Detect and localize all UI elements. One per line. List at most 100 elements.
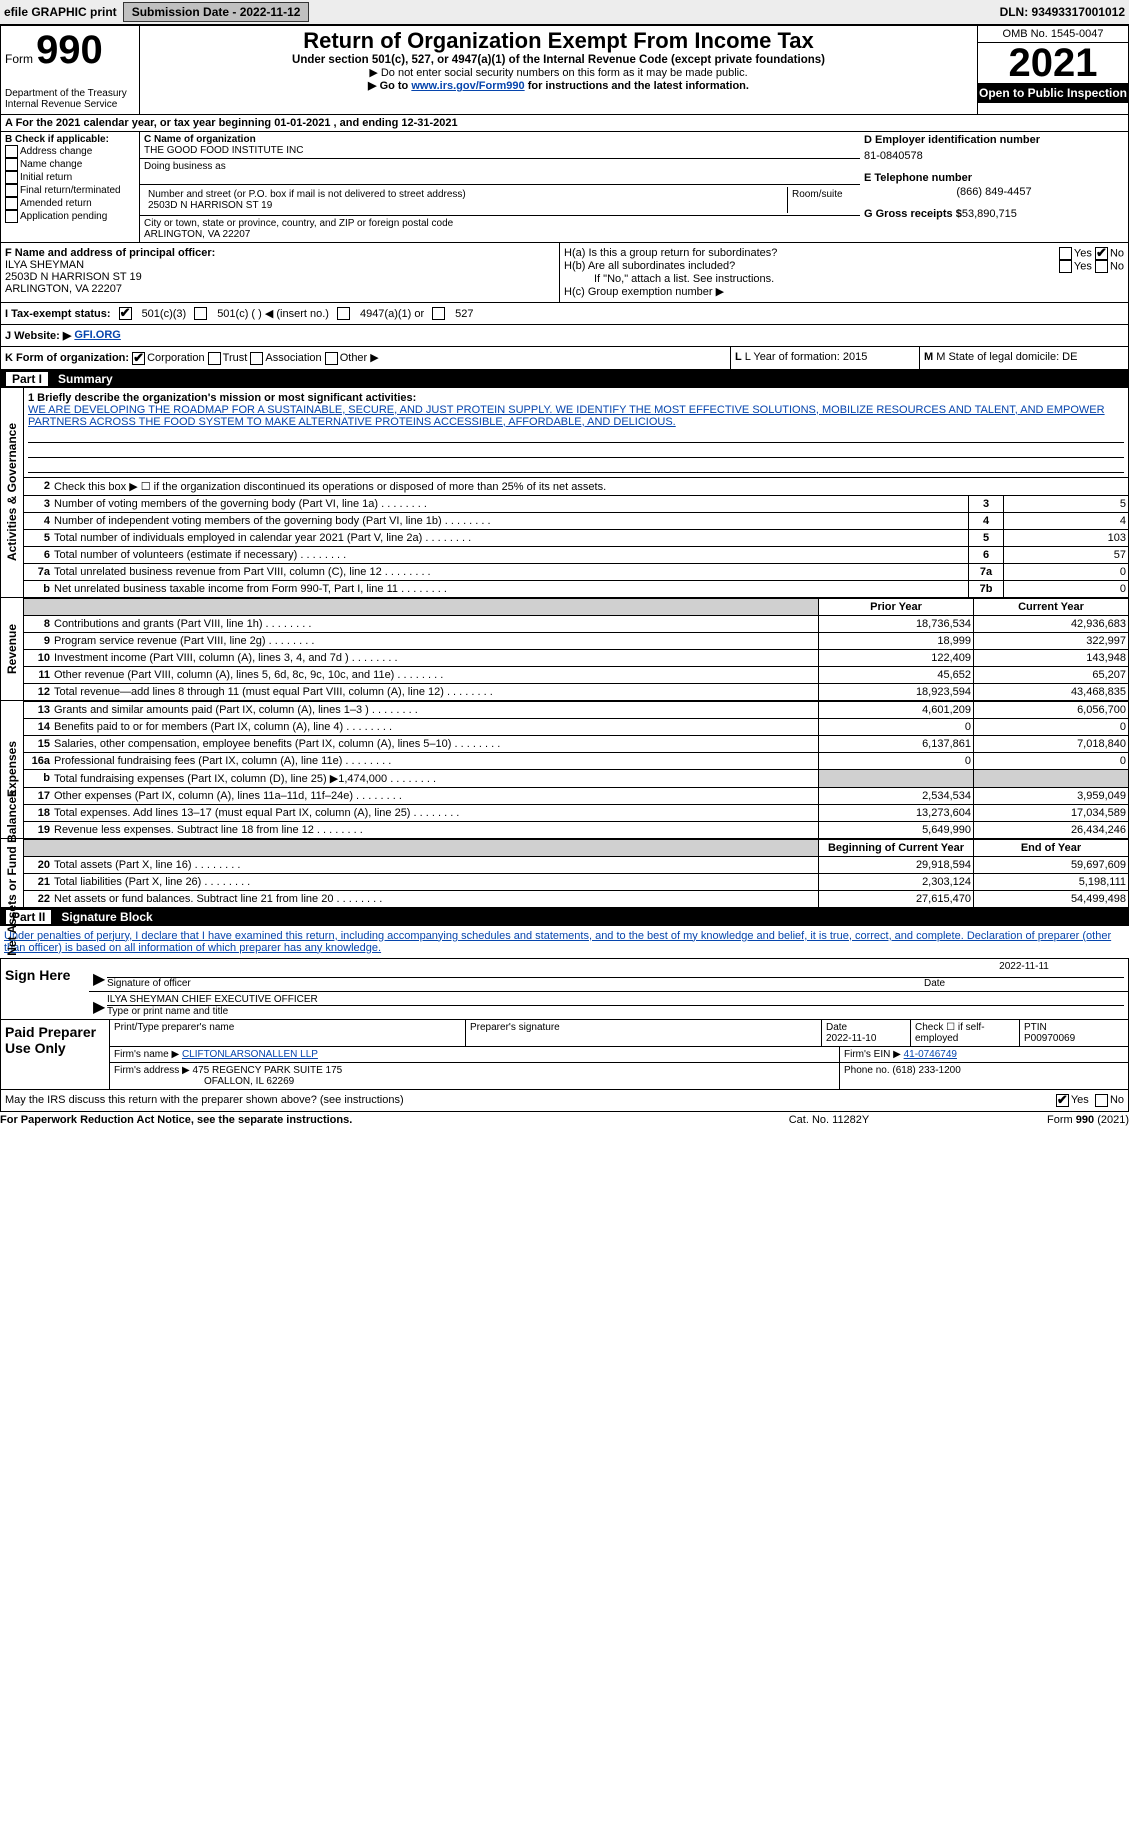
paid-preparer-block: Paid Preparer Use Only Print/Type prepar…	[0, 1020, 1129, 1090]
current-year-value: 59,697,609	[973, 857, 1128, 873]
table-row: 15 Salaries, other compensation, employe…	[24, 735, 1128, 752]
signature-intro: Under penalties of perjury, I declare th…	[0, 926, 1129, 958]
line-desc: Total revenue—add lines 8 through 11 (mu…	[52, 684, 818, 700]
b-opt: Application pending	[5, 210, 135, 223]
side-tab-net-assets: Net Assets or Fund Balances	[1, 839, 24, 907]
paid-preparer-label: Paid Preparer Use Only	[1, 1020, 109, 1089]
phone-value: (866) 849-4457	[864, 186, 1124, 198]
section-b-header-info: B Check if applicable: Address change Na…	[0, 132, 1129, 243]
line-desc: Number of voting members of the governin…	[52, 496, 968, 512]
l-year-formation: L L Year of formation: 2015	[731, 347, 920, 370]
d-label: D Employer identification number	[864, 134, 1124, 146]
table-row: 16a Professional fundraising fees (Part …	[24, 752, 1128, 769]
prior-year-value: 29,918,594	[818, 857, 973, 873]
line-number: 9	[24, 633, 52, 649]
firm-city: OFALLON, IL 62269	[114, 1076, 835, 1087]
checkbox-icon[interactable]	[5, 145, 18, 158]
line-number: 6	[24, 547, 52, 563]
mission-block: 1 Briefly describe the organization's mi…	[24, 388, 1128, 477]
current-year-value: 0	[973, 753, 1128, 769]
line-desc: Other expenses (Part IX, column (A), lin…	[52, 788, 818, 804]
street-address: 2503D N HARRISON ST 19	[148, 200, 783, 211]
current-year-value: 54,499,498	[973, 891, 1128, 907]
side-tab-revenue: Revenue	[1, 598, 24, 700]
checkbox-icon[interactable]	[1095, 260, 1108, 273]
line-number: 13	[24, 702, 52, 718]
mission-text[interactable]: WE ARE DEVELOPING THE ROADMAP FOR A SUST…	[28, 404, 1105, 428]
line-desc: Other revenue (Part VIII, column (A), li…	[52, 667, 818, 683]
checkbox-icon[interactable]	[5, 184, 18, 197]
year-cell: OMB No. 1545-0047 2021 Open to Public In…	[977, 26, 1128, 114]
checkbox-icon[interactable]	[1095, 1094, 1108, 1107]
checkbox-icon[interactable]	[119, 307, 132, 320]
prior-year-value: 45,652	[818, 667, 973, 683]
b-opt: Address change	[5, 145, 135, 158]
checkbox-icon[interactable]	[432, 307, 445, 320]
checkbox-icon[interactable]	[5, 171, 18, 184]
table-row: 4 Number of independent voting members o…	[24, 512, 1128, 529]
form-header: Form 990 Department of the Treasury Inte…	[0, 25, 1129, 115]
line-number: b	[24, 770, 52, 787]
irs-link[interactable]: www.irs.gov/Form990	[411, 80, 524, 92]
checkbox-icon[interactable]	[5, 197, 18, 210]
prior-year-value: 4,601,209	[818, 702, 973, 718]
part1-header: Part I Summary	[0, 370, 1129, 388]
checkbox-icon[interactable]	[194, 307, 207, 320]
checkbox-icon[interactable]	[5, 210, 18, 223]
website-link[interactable]: GFI.ORG	[74, 329, 120, 342]
table-row: 22 Net assets or fund balances. Subtract…	[24, 890, 1128, 907]
firm-name-link[interactable]: CLIFTONLARSONALLEN LLP	[182, 1049, 318, 1060]
submission-date-button[interactable]: Submission Date - 2022-11-12	[123, 2, 310, 22]
dept-label: Department of the Treasury Internal Reve…	[5, 88, 135, 110]
b-opt: Initial return	[5, 171, 135, 184]
checkbox-icon[interactable]	[132, 352, 145, 365]
line-desc: Revenue less expenses. Subtract line 18 …	[52, 822, 818, 838]
line-cell-num: 7b	[968, 581, 1003, 597]
line-number: 19	[24, 822, 52, 838]
prior-year-value: 2,534,534	[818, 788, 973, 804]
current-year-value	[973, 770, 1128, 787]
tax-year: 2021	[978, 43, 1128, 83]
current-year-value: 6,056,700	[973, 702, 1128, 718]
current-year-value: 7,018,840	[973, 736, 1128, 752]
title-cell: Return of Organization Exempt From Incom…	[140, 26, 977, 114]
checkbox-icon[interactable]	[208, 352, 221, 365]
line-number: 5	[24, 530, 52, 546]
line-number: 17	[24, 788, 52, 804]
table-row: 9 Program service revenue (Part VIII, li…	[24, 632, 1128, 649]
current-year-value: 3,959,049	[973, 788, 1128, 804]
prior-year-value: 13,273,604	[818, 805, 973, 821]
c-name-row: C Name of organization THE GOOD FOOD INS…	[140, 132, 860, 159]
line-desc: Benefits paid to or for members (Part IX…	[52, 719, 818, 735]
form-footer-label: Form 990 (2021)	[929, 1114, 1129, 1126]
principal-officer: F Name and address of principal officer:…	[1, 243, 560, 302]
checkbox-icon[interactable]	[250, 352, 263, 365]
room-suite: Room/suite	[788, 187, 856, 213]
prior-year-value: 0	[818, 719, 973, 735]
table-row: 13 Grants and similar amounts paid (Part…	[24, 701, 1128, 718]
checkbox-icon[interactable]	[337, 307, 350, 320]
checkbox-icon[interactable]	[1095, 247, 1108, 260]
checkbox-icon[interactable]	[5, 158, 18, 171]
page-footer: For Paperwork Reduction Act Notice, see …	[0, 1112, 1129, 1126]
part2-header: Part II Signature Block	[0, 908, 1129, 926]
prior-year-value: 18,923,594	[818, 684, 973, 700]
line-value: 5	[1003, 496, 1128, 512]
table-row: b Total fundraising expenses (Part IX, c…	[24, 769, 1128, 787]
checkbox-icon[interactable]	[1059, 247, 1072, 260]
cat-number: Cat. No. 11282Y	[729, 1114, 929, 1126]
officer-name: ILYA SHEYMAN	[5, 259, 555, 271]
part1-net-assets: Net Assets or Fund Balances Beginning of…	[0, 839, 1129, 908]
arrow-icon: ▶	[93, 997, 107, 1017]
current-year-value: 322,997	[973, 633, 1128, 649]
boy-eoy-header: Beginning of Current Year End of Year	[24, 839, 1128, 856]
line-desc: Salaries, other compensation, employee b…	[52, 736, 818, 752]
checkbox-icon[interactable]	[1056, 1094, 1069, 1107]
m-state-domicile: M M State of legal domicile: DE	[920, 347, 1129, 370]
checkbox-icon[interactable]	[325, 352, 338, 365]
checkbox-icon[interactable]	[1059, 260, 1072, 273]
part1-expenses: Expenses 13 Grants and similar amounts p…	[0, 701, 1129, 839]
firm-ein-link[interactable]: 41-0746749	[904, 1049, 957, 1060]
line-number: 12	[24, 684, 52, 700]
open-public-badge: Open to Public Inspection	[978, 83, 1128, 103]
